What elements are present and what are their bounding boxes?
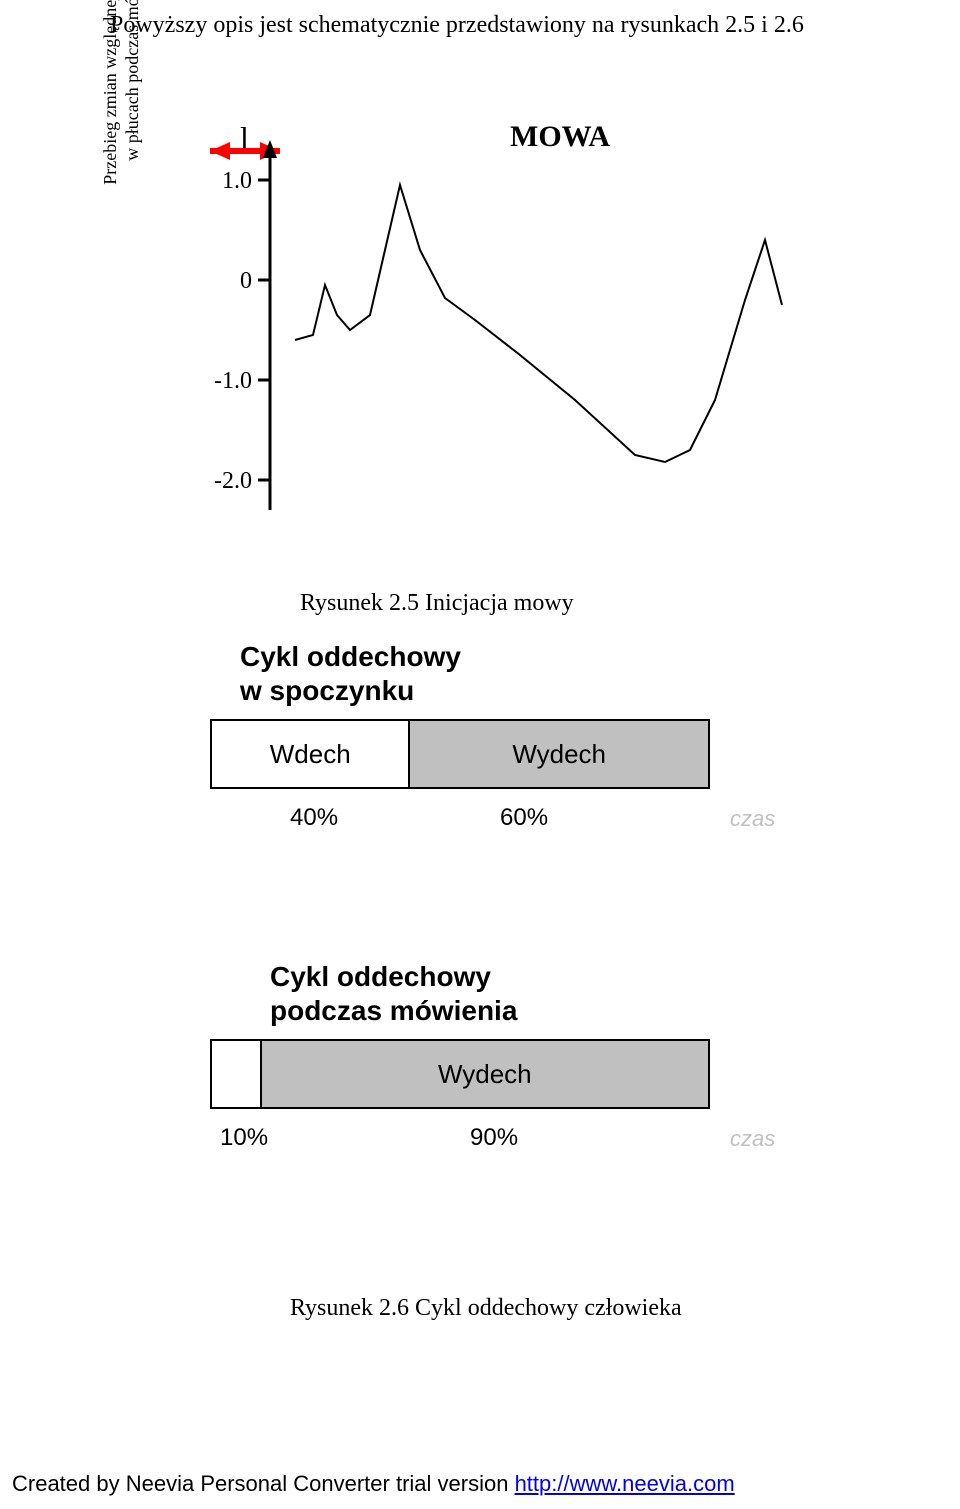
pct-40: 40% <box>290 804 338 832</box>
pct-60: 60% <box>500 804 548 832</box>
segment-wydech-b: Wydech <box>262 1041 708 1107</box>
segment-wydech: Wydech <box>410 721 708 787</box>
diagram2b-title-line1: Cykl oddechowy <box>270 960 810 994</box>
footer-watermark: Created by Neevia Personal Converter tri… <box>12 1471 735 1497</box>
svg-text:0: 0 <box>240 268 252 294</box>
chart-speech-initiation: l Przebieg zmian względnej objętości w p… <box>110 140 850 540</box>
diagram2a-title-line2: w spoczynku <box>240 674 810 708</box>
line-chart-svg: 1.0 0 -1.0 -2.0 <box>210 140 830 520</box>
pct-90: 90% <box>470 1124 518 1152</box>
czas-label-1: czas <box>730 806 775 832</box>
figure-caption-2-6: Rysunek 2.6 Cykl oddechowy człowieka <box>290 1295 682 1322</box>
diagram2a-bar: Wdech Wydech <box>210 719 710 789</box>
svg-text:-2.0: -2.0 <box>214 468 252 494</box>
pct-10: 10% <box>220 1124 268 1152</box>
diagram2a-labels: 40% 60% czas <box>210 804 810 844</box>
diagram-breathing-speaking: Cykl oddechowy podczas mówienia Wydech 1… <box>210 960 810 1164</box>
czas-label-2: czas <box>730 1126 775 1152</box>
segment-wdech: Wdech <box>212 721 410 787</box>
diagram2a-title-line1: Cykl oddechowy <box>240 640 810 674</box>
svg-text:-1.0: -1.0 <box>214 368 252 394</box>
diagram2a-title: Cykl oddechowy w spoczynku <box>240 640 810 707</box>
yaxis-label: Przebieg zmian względnej objętości w płu… <box>100 0 143 195</box>
figure-caption-2-5: Rysunek 2.5 Inicjacja mowy <box>300 590 574 617</box>
diagram2b-bar: Wydech <box>210 1039 710 1109</box>
footer-link[interactable]: http://www.neevia.com <box>515 1471 735 1496</box>
footer-text: Created by Neevia Personal Converter tri… <box>12 1471 515 1496</box>
diagram2b-title: Cykl oddechowy podczas mówienia <box>270 960 810 1027</box>
yaxis-label-line1: Przebieg zmian względnej objętości <box>100 0 122 195</box>
diagram2b-labels: 10% 90% czas <box>210 1124 810 1164</box>
segment-wdech-b <box>212 1041 262 1107</box>
yaxis-label-line2: w płucach podczas mówienia <box>122 0 144 195</box>
diagram-breathing-rest: Cykl oddechowy w spoczynku Wdech Wydech … <box>210 640 810 844</box>
intro-text: Powyższy opis jest schematycznie przedst… <box>110 12 804 39</box>
svg-text:1.0: 1.0 <box>222 168 252 194</box>
diagram2b-title-line2: podczas mówienia <box>270 994 810 1028</box>
